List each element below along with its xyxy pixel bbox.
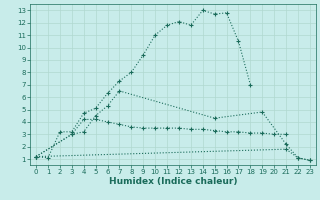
X-axis label: Humidex (Indice chaleur): Humidex (Indice chaleur)	[109, 177, 237, 186]
